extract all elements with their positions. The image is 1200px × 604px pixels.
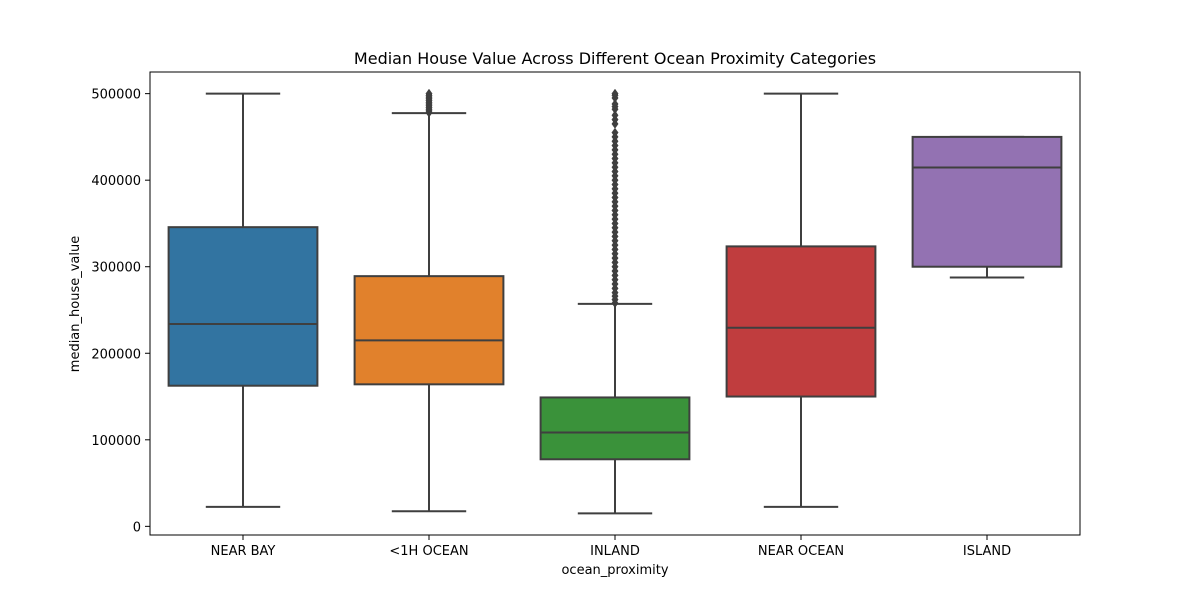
outlier-point [611,99,619,109]
box-group [911,135,1063,279]
box-group [353,88,505,513]
y-tick-label: 0 [133,520,141,535]
box-iqr [911,135,1063,268]
y-tick-label: 400000 [91,174,141,189]
y-tick-label: 500000 [91,88,141,103]
box-iqr [167,226,319,387]
outlier-point [611,110,619,121]
y-tick-label: 100000 [91,434,141,449]
outlier-point [611,127,619,138]
plot-area [167,88,1063,515]
outlier-point [611,88,619,99]
x-tick-label: INLAND [590,544,640,559]
y-tick-label: 200000 [91,347,141,362]
chart-title: Median House Value Across Different Ocea… [354,49,876,68]
y-tick-label: 300000 [91,261,141,276]
box-group [725,92,877,508]
box-iqr [353,275,505,386]
x-tick-label: ISLAND [963,544,1011,559]
box-iqr [725,245,877,398]
box-group [167,92,319,508]
y-axis-label: median_house_value [68,236,83,372]
box-group [539,88,691,515]
axes: 0 100000 200000 300000 400000 500000 NEAR BAY <… [91,71,1081,559]
x-tick-label: NEAR OCEAN [758,544,844,559]
x-tick-label: <1H OCEAN [389,544,468,559]
x-axis-label: ocean_proximity [561,563,668,578]
box-iqr [539,396,691,461]
outlier-point [425,88,433,99]
x-tick-label: NEAR BAY [211,544,276,559]
